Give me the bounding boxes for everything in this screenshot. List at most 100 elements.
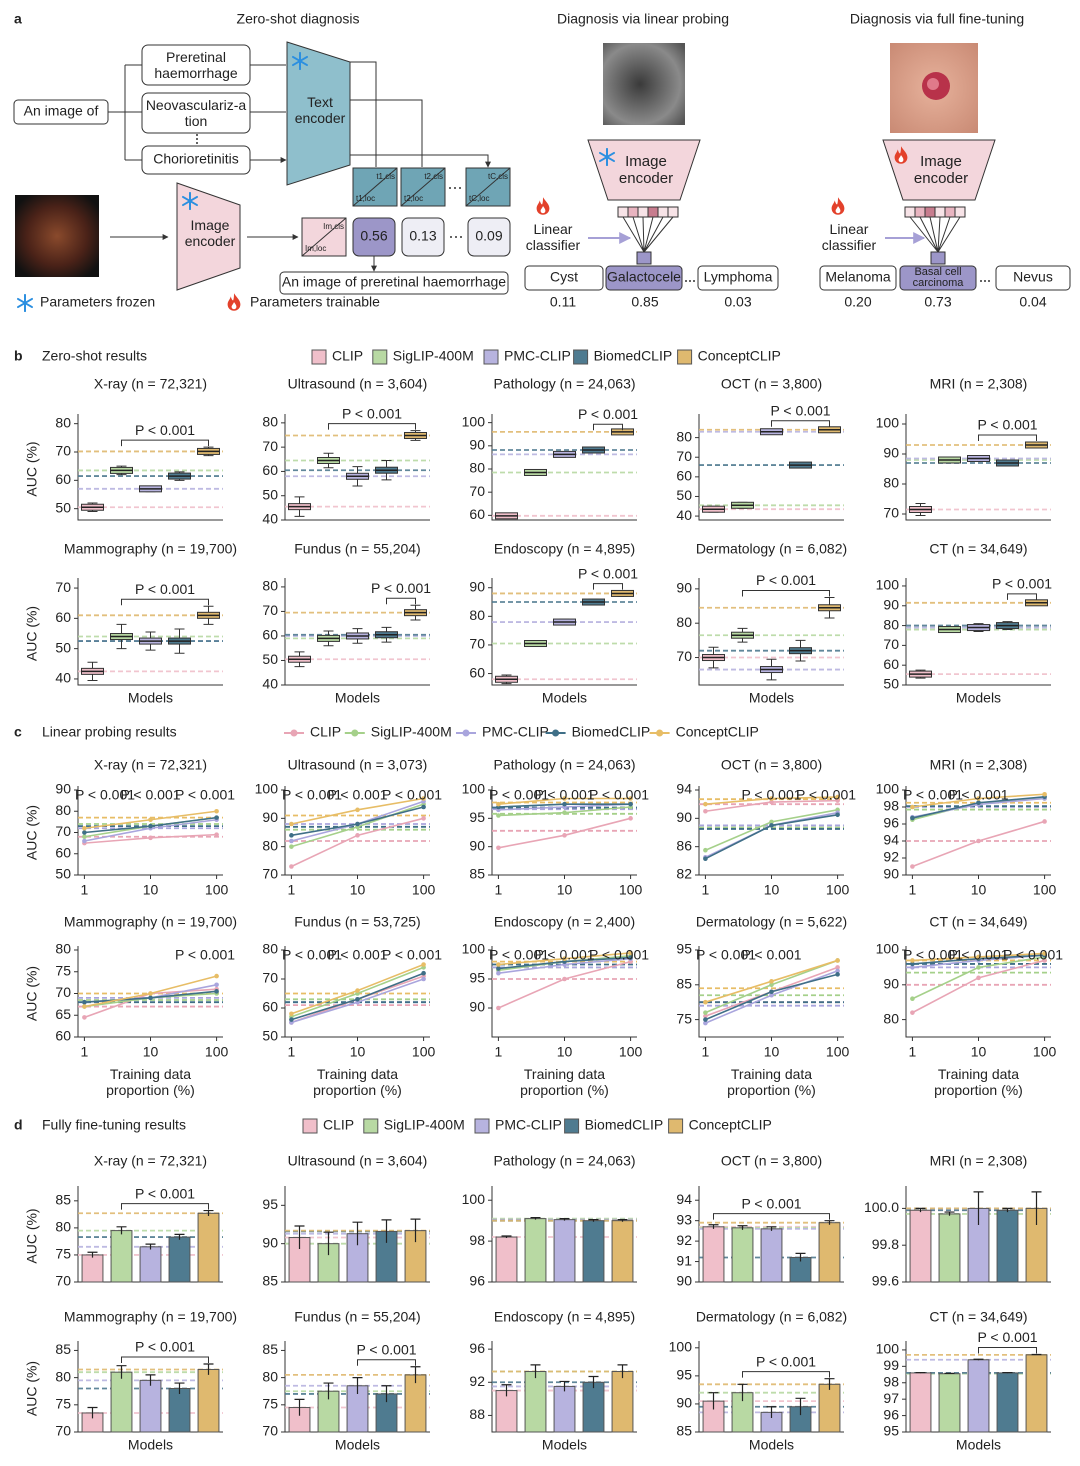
fundus-image (15, 195, 99, 277)
p-value: P < 0.001 (903, 787, 963, 803)
token-label: t2,loc (404, 194, 423, 203)
significance-bracket (121, 1203, 209, 1210)
significance-bracket (978, 1347, 1037, 1354)
error-bar (381, 1219, 392, 1243)
y-tick-label: 100 (669, 1339, 693, 1355)
y-tick-label: 94 (676, 1191, 692, 1207)
legend-label: SigLIP-400M (393, 348, 474, 364)
point (214, 815, 219, 820)
point (835, 965, 840, 970)
chart-title: X-ray (n = 72,321) (94, 376, 207, 392)
p-value: P < 0.001 (135, 422, 195, 438)
token-label: tC,loc (469, 194, 489, 203)
panel-title: Fully fine-tuning results (42, 1117, 186, 1133)
legend-label: BiomedCLIP (572, 724, 651, 740)
y-tick-label: 94 (676, 781, 692, 797)
p-value: P < 0.001 (1003, 947, 1063, 963)
connector (622, 216, 674, 253)
significance-bracket (593, 423, 623, 431)
y-tick-label: 92 (469, 1373, 485, 1389)
legend-label: ConceptCLIP (676, 724, 759, 740)
point (289, 864, 294, 869)
point (562, 833, 567, 838)
point (628, 801, 633, 807)
panel-label: b (14, 348, 23, 364)
x-tick-label: 10 (971, 1044, 987, 1060)
y-tick-label: 90 (55, 781, 71, 797)
y-tick-label: 100 (876, 415, 900, 431)
bar (495, 1236, 518, 1283)
point (148, 823, 153, 829)
x-tick-label: 100 (1033, 1044, 1057, 1060)
error-bar (559, 1380, 570, 1392)
x-tick-label: 100 (205, 882, 229, 898)
error-bar (795, 1397, 806, 1416)
legend-swatch (474, 1118, 490, 1134)
y-tick-label: 85 (262, 1341, 278, 1357)
legend-label: BiomedCLIP (594, 348, 673, 364)
section-title: Diagnosis via full fine-tuning (850, 11, 1024, 27)
y-tick-label: 70 (262, 866, 278, 882)
y-tick-label: 90 (676, 1273, 692, 1289)
p-value: P < 0.001 (356, 1341, 416, 1357)
x-tick-label: 1 (909, 1044, 917, 1060)
point (214, 832, 219, 837)
classifier-label: Linear classifier (821, 220, 877, 253)
p-value: P < 0.001 (741, 1195, 801, 1211)
token-label: Im,cls (323, 222, 344, 231)
bar (197, 1212, 220, 1283)
point (1042, 951, 1047, 956)
point (289, 833, 294, 838)
error-bar (116, 1365, 127, 1379)
error-bar (145, 1243, 156, 1250)
x-tick-label: 10 (764, 1044, 780, 1060)
error-bar (174, 1382, 185, 1394)
axis-line (77, 786, 223, 876)
y-tick-label: 70 (262, 602, 278, 618)
feature-vector (617, 206, 679, 218)
y-tick-label: 75 (55, 962, 71, 978)
y-tick-label: 60 (262, 999, 278, 1015)
y-tick-label: 70 (883, 505, 899, 521)
y-tick-label: 80 (883, 1010, 899, 1026)
x-tick-label: 1 (288, 1044, 296, 1060)
bar (168, 1388, 191, 1433)
error-bar (708, 1224, 719, 1229)
point (835, 972, 840, 977)
legend-label: CLIP (323, 1117, 354, 1133)
p-value: P < 0.001 (796, 787, 856, 803)
y-tick-label: 98 (883, 1373, 899, 1389)
y-tick-label: 70 (55, 443, 71, 459)
point (910, 965, 915, 970)
x-axis-label: Training data proportion (%) (727, 1066, 816, 1098)
classifier-text: Linear classifier (821, 220, 877, 253)
error-bar (294, 1225, 305, 1250)
error-bar (973, 1191, 984, 1225)
y-tick-label: 60 (883, 656, 899, 672)
legend-label: CLIP (332, 348, 363, 364)
error-bar (352, 1221, 363, 1246)
axis-line (284, 578, 430, 686)
y-tick-label: 100.0 (864, 1199, 899, 1215)
x-tick-label: 10 (350, 882, 366, 898)
legend-swatch (483, 349, 499, 365)
legend-text: Parameters trainable (250, 294, 380, 310)
legend-swatch (462, 729, 470, 737)
p-value: P < 0.001 (578, 406, 638, 422)
bar (139, 1379, 162, 1433)
x-axis-label: Models (335, 690, 380, 706)
y-tick-label: 60 (469, 506, 485, 522)
token-label: tC,cls (488, 172, 508, 181)
chart-title: Ultrasound (n = 3,604) (288, 376, 428, 392)
point (562, 796, 567, 801)
x-axis-label: Models (956, 690, 1001, 706)
y-tick-label: 60 (262, 462, 278, 478)
point (703, 1017, 708, 1022)
y-tick-label: 95 (469, 970, 485, 986)
error-bar (145, 1374, 156, 1386)
panel-label: d (14, 1117, 23, 1133)
y-tick-label: 95 (676, 941, 692, 957)
score: 0.85 (631, 294, 658, 310)
chart-title: Dermatology (n = 6,082) (696, 541, 847, 557)
y-tick-label: 70 (55, 984, 71, 1000)
